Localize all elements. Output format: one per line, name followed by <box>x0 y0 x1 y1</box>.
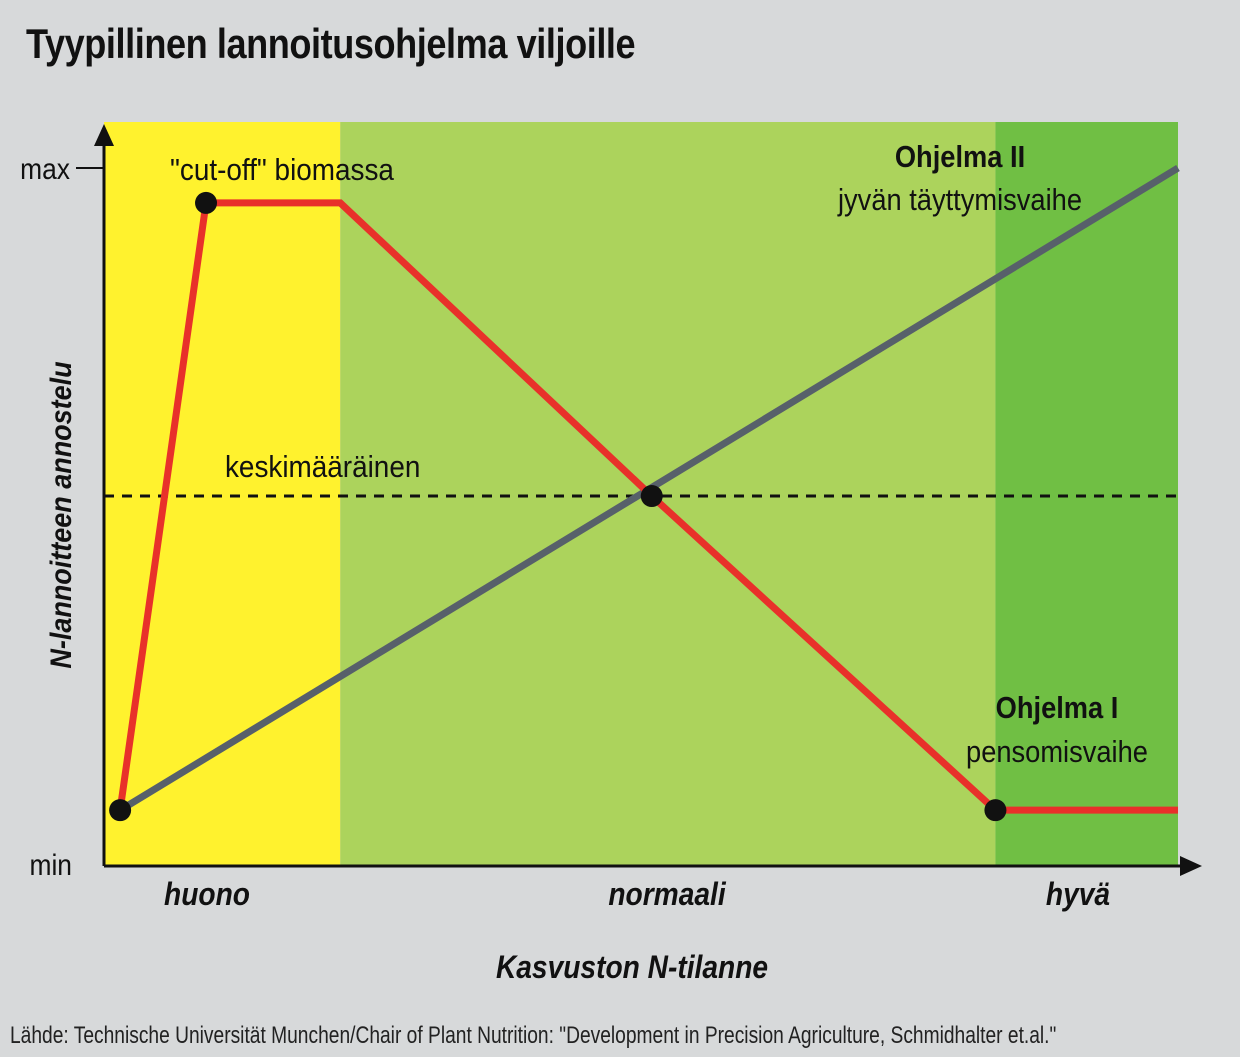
annotation-cut-off: "cut-off" biomassa <box>170 153 395 188</box>
zone-backgrounds <box>104 122 1178 866</box>
x-tick-label-huono: huono <box>164 877 250 912</box>
chart-title: Tyypillinen lannoitusohjelma viljoille <box>26 20 636 67</box>
zone-1 <box>340 122 996 866</box>
average-label: keskimääräinen <box>225 450 420 485</box>
series-1-point-4 <box>984 799 1007 822</box>
zone-0 <box>104 122 341 866</box>
series-2-subtitle: jyvän täyttymisvaihe <box>837 183 1082 217</box>
x-axis-arrow-icon <box>1180 856 1202 876</box>
series-line-1 <box>116 199 1178 814</box>
y-tick-label-max: max <box>20 151 70 185</box>
x-axis-label: Kasvuston N-tilanne <box>496 950 768 985</box>
source-note: Lähde: Technische Universität Munchen/Ch… <box>10 1022 1057 1049</box>
series-1-point-0 <box>109 799 132 822</box>
zone-2 <box>995 122 1178 866</box>
series-markers <box>109 191 1007 822</box>
y-tick-label-min: min <box>29 847 72 881</box>
series-1-point-1 <box>195 191 218 214</box>
series-1-name: Ohjelma I <box>996 691 1119 725</box>
x-tick-label-normaali: normaali <box>608 877 726 912</box>
y-axis-label: N-lannoitteen annostelu <box>45 361 79 668</box>
series-2-name: Ohjelma II <box>895 140 1025 174</box>
y-axis-arrow-icon <box>94 124 114 146</box>
series-1-point-3 <box>640 485 663 508</box>
x-tick-label-hyva: hyvä <box>1046 877 1110 912</box>
series-1-subtitle: pensomisvaihe <box>966 735 1148 769</box>
